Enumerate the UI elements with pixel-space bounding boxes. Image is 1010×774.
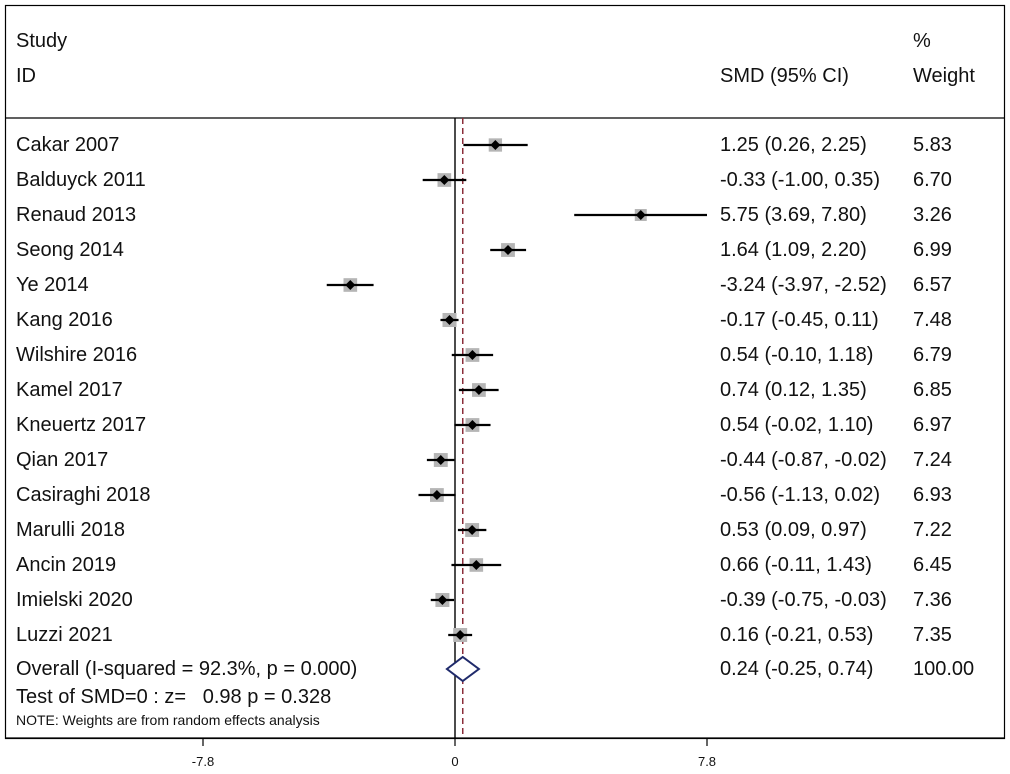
study-ci: 0.16 (-0.21, 0.53): [720, 624, 874, 646]
point-estimate: [635, 210, 646, 220]
study-weight: 3.26: [913, 204, 952, 226]
study-mark: [418, 488, 456, 502]
study-weight: 6.99: [913, 239, 952, 261]
study-mark: [490, 243, 527, 257]
overall-ci: 0.24 (-0.25, 0.74): [720, 658, 874, 680]
study-id: Balduyck 2011: [16, 169, 146, 191]
point-estimate: [502, 245, 513, 255]
study-id: Marulli 2018: [16, 519, 125, 541]
study-ci: 1.64 (1.09, 2.20): [720, 239, 867, 261]
point-estimate: [471, 560, 482, 570]
study-weight: 7.24: [913, 449, 952, 471]
header-percent: %: [913, 30, 931, 52]
x-tick-label: 7.8: [697, 754, 717, 769]
study-mark: [440, 312, 459, 328]
point-estimate: [467, 525, 478, 535]
study-id: Qian 2017: [16, 449, 109, 471]
study-mark: [426, 453, 455, 467]
study-id: Luzzi 2021: [16, 624, 113, 646]
point-estimate: [444, 315, 455, 325]
point-estimate: [490, 140, 501, 150]
study-mark: [451, 558, 502, 572]
study-weight: 6.45: [913, 554, 952, 576]
study-ci: 1.25 (0.26, 2.25): [720, 134, 867, 156]
point-estimate: [467, 420, 478, 430]
study-ci: 0.66 (-0.11, 1.43): [720, 554, 872, 576]
study-id: Imielski 2020: [16, 589, 133, 611]
study-id: Ancin 2019: [16, 554, 117, 576]
study-ci: -3.24 (-3.97, -2.52): [720, 274, 887, 296]
point-estimate: [437, 595, 448, 605]
study-weight: 6.57: [913, 274, 952, 296]
point-estimate: [345, 280, 356, 290]
point-estimate: [467, 350, 478, 360]
study-weight: 7.36: [913, 589, 952, 611]
study-ci: 0.74 (0.12, 1.35): [720, 379, 867, 401]
header-weight: Weight: [913, 65, 975, 87]
overall-weight: 100.00: [913, 658, 975, 680]
study-mark: [326, 278, 374, 292]
study-weight: 6.97: [913, 414, 952, 436]
study-id: Casiraghi 2018: [16, 484, 151, 506]
weights-note: NOTE: Weights are from random effects an…: [16, 712, 320, 728]
study-id: Cakar 2007: [16, 134, 120, 156]
overall-label: Overall (I-squared = 92.3%, p = 0.000): [16, 658, 358, 680]
study-weight: 7.35: [913, 624, 952, 646]
study-ci: -0.39 (-0.75, -0.03): [720, 589, 887, 611]
x-tick-label: 0: [451, 754, 459, 769]
study-ci: -0.56 (-1.13, 0.02): [720, 484, 881, 506]
study-weight: 6.70: [913, 169, 952, 191]
study-id: Ye 2014: [16, 274, 89, 296]
study-ci: 0.54 (-0.10, 1.18): [720, 344, 874, 366]
study-id: Kamel 2017: [16, 379, 123, 401]
study-mark: [448, 628, 473, 642]
study-mark: [463, 138, 528, 152]
study-ci: 0.54 (-0.02, 1.10): [720, 414, 874, 436]
study-id: Wilshire 2016: [16, 344, 138, 366]
study-mark: [430, 593, 455, 607]
study-mark: [451, 348, 494, 362]
study-weight: 6.79: [913, 344, 952, 366]
study-weight: 6.93: [913, 484, 952, 506]
study-id: Seong 2014: [16, 239, 124, 261]
study-id: Kneuertz 2017: [16, 414, 147, 436]
header-id: ID: [16, 65, 36, 87]
point-estimate: [431, 490, 442, 500]
study-mark: [457, 523, 487, 537]
study-weight: 7.48: [913, 309, 952, 331]
study-id: Renaud 2013: [16, 204, 137, 226]
overall-diamond: [445, 655, 481, 683]
x-tick-label: -7.8: [191, 754, 215, 769]
study-mark: [454, 418, 491, 432]
study-mark: [458, 383, 499, 397]
study-mark: [574, 209, 707, 221]
study-weight: 6.85: [913, 379, 952, 401]
study-mark: [422, 173, 467, 187]
header-smd: SMD (95% CI): [720, 65, 849, 87]
study-ci: 5.75 (3.69, 7.80): [720, 204, 867, 226]
study-ci: 0.53 (0.09, 0.97): [720, 519, 867, 541]
study-ci: -0.44 (-0.87, -0.02): [720, 449, 887, 471]
study-ci: -0.33 (-1.00, 0.35): [720, 169, 881, 191]
point-estimate: [435, 455, 446, 465]
study-weight: 5.83: [913, 134, 952, 156]
header-study: Study: [16, 30, 68, 52]
study-weight: 7.22: [913, 519, 952, 541]
point-estimate: [473, 385, 484, 395]
test-statistic: Test of SMD=0 : z= 0.98 p = 0.328: [16, 686, 332, 708]
point-estimate: [439, 175, 450, 185]
study-id: Kang 2016: [16, 309, 113, 331]
point-estimate: [455, 630, 466, 640]
study-ci: -0.17 (-0.45, 0.11): [720, 309, 879, 331]
